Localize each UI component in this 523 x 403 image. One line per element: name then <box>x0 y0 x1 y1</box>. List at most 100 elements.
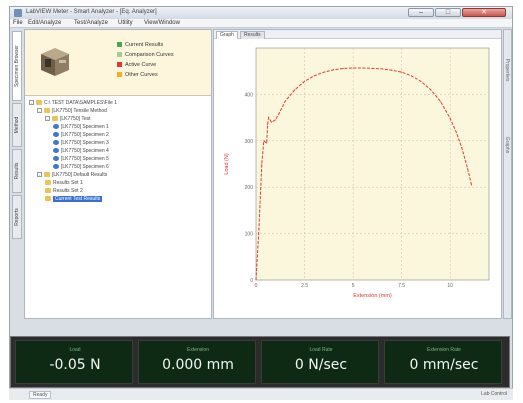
data-point <box>274 119 276 121</box>
data-point <box>449 118 451 120</box>
tree-row[interactable]: Results Set 2 <box>45 188 83 195</box>
maximize-button[interactable]: □ <box>435 8 461 17</box>
side-tab-specimen-browser[interactable]: Specimen Browser <box>12 31 22 101</box>
specimen-tree: - C:\ TEST DATA\SAMPLES\File 1- [LK7750] T… <box>25 96 211 318</box>
tree-row-label: [LK7750] Specimen 1 <box>61 124 109 130</box>
tree-row[interactable]: [LK7750] Specimen 2 <box>53 132 109 139</box>
folder-icon <box>44 108 50 114</box>
readout-load: Load -0.05 N <box>15 340 133 384</box>
specimen-icon <box>53 124 59 130</box>
app-icon <box>14 9 22 17</box>
data-point <box>333 69 335 71</box>
readout-label: Load <box>69 347 81 353</box>
legend-item-active: Active Curve <box>117 62 156 70</box>
tree-row[interactable]: [LK7750] Specimen 5 <box>53 156 109 163</box>
folder-icon <box>44 172 50 178</box>
orange-dot-icon <box>117 72 122 78</box>
tab-graph[interactable]: Graph <box>216 31 238 39</box>
minimize-button[interactable]: – <box>408 8 434 17</box>
readout-label: Extension Rate <box>427 347 461 353</box>
tree-row[interactable]: [LK7750] Specimen 3 <box>53 140 109 147</box>
side-tab-method[interactable]: Method <box>12 103 22 147</box>
status-ready-tab[interactable]: Ready <box>29 391 52 399</box>
readout-extension: Extension 0.000 mm <box>138 340 256 384</box>
side-tab-reports[interactable]: Reports <box>12 195 22 239</box>
plot-background <box>255 47 490 281</box>
tree-expander-icon[interactable]: - <box>37 108 42 114</box>
right-tab-graphs[interactable]: Graphs <box>504 120 511 170</box>
tree-row[interactable]: - [LK7750] Tensile Method <box>37 108 107 115</box>
x-tick-label: 7.5 <box>398 283 405 289</box>
legend-label: Active Curve <box>125 62 157 68</box>
data-point <box>439 100 441 102</box>
data-point <box>323 71 325 73</box>
data-point <box>258 228 260 230</box>
readout-load-rate: Load Rate 0 N/sec <box>261 340 379 384</box>
side-tab-results[interactable]: Results <box>12 149 22 193</box>
tree-row[interactable]: [LK7750] Specimen 4 <box>53 148 109 155</box>
tree-row-label: [LK7750] Test <box>60 116 91 122</box>
side-tab-label: Method <box>14 116 20 134</box>
tree-row[interactable]: - C:\ TEST DATA\SAMPLES\File 1 <box>29 100 117 107</box>
side-tab-label: Reports <box>14 208 20 226</box>
data-point <box>430 89 432 91</box>
load-curve-line <box>255 67 472 281</box>
menu-utility[interactable]: Utility <box>118 20 133 26</box>
menu-edit-analyze[interactable]: Edit/Analyze <box>28 20 62 26</box>
data-point <box>362 67 364 69</box>
y-tick-label: 100 <box>245 232 254 238</box>
data-point <box>391 69 393 71</box>
legend-item-other: Other Curves <box>117 72 158 80</box>
data-point <box>420 80 422 82</box>
specimen-icon <box>53 140 59 146</box>
test-machine-icon <box>41 48 69 76</box>
x-tick-label: 10 <box>447 283 453 289</box>
data-point <box>342 67 344 69</box>
folder-icon <box>36 100 42 106</box>
tab-results[interactable]: Results <box>240 31 265 39</box>
y-tick-label: 400 <box>245 92 254 98</box>
menu-test-analyze[interactable]: Test/Analyze <box>74 20 109 26</box>
x-axis-label: Extension (mm) <box>353 293 392 299</box>
readout-label: Extension <box>187 347 209 353</box>
status-bar: Ready Lab Control <box>9 388 513 400</box>
tree-row[interactable]: - [LK7750] Test <box>45 116 91 123</box>
data-point <box>267 124 269 126</box>
tree-row-label: [LK7750] Specimen 4 <box>61 148 109 154</box>
red-dot-icon <box>117 62 122 68</box>
data-point <box>271 121 273 123</box>
green-dot-icon <box>117 42 122 48</box>
side-tab-label: Specimen Browser <box>14 45 20 87</box>
specimen-icon <box>53 148 59 154</box>
readout-extension-rate: Extension Rate 0 mm/sec <box>384 340 502 384</box>
legend-label: Comparison Curves <box>125 52 174 58</box>
y-tick-label: 0 <box>250 278 253 284</box>
readout-value: 0 mm/sec <box>409 357 479 373</box>
data-point <box>263 140 265 142</box>
tree-row[interactable]: [LK7750] Specimen 6 <box>53 164 109 171</box>
data-point <box>455 131 457 133</box>
chart-panel: Graph Results 0 2.5 5 7.5 10 0 100 200 300 400 Ext… <box>213 29 502 319</box>
data-point <box>410 75 412 77</box>
menu-file[interactable]: File <box>13 20 23 26</box>
legend-item-comparison: Comparison Curves <box>117 52 174 60</box>
menu-view-window[interactable]: View/Window <box>144 20 180 26</box>
folder-icon <box>52 116 58 122</box>
data-point <box>401 71 403 73</box>
tree-row[interactable]: - [LK7750] Default Results <box>37 172 107 179</box>
right-tab-label: Properties <box>504 58 510 82</box>
data-point <box>372 67 373 69</box>
tree-row[interactable]: Current Test Results <box>45 196 103 203</box>
tree-row[interactable]: [LK7750] Specimen 1 <box>53 124 109 131</box>
live-readouts-panel: Load -0.05 N Extension 0.000 mm Load Rat… <box>10 336 510 388</box>
tree-row[interactable]: Results Set 1 <box>45 180 83 187</box>
right-tab-properties[interactable]: Properties <box>504 40 511 100</box>
readout-value: 0.000 mm <box>162 357 234 373</box>
data-point <box>381 68 383 70</box>
tree-expander-icon[interactable]: - <box>29 100 34 106</box>
tree-expander-icon[interactable]: - <box>37 172 42 178</box>
readout-value: 0 N/sec <box>294 357 348 373</box>
close-button[interactable]: ✕ <box>462 8 506 17</box>
tree-expander-icon[interactable]: - <box>45 116 50 122</box>
legend-item-current: Current Results <box>117 42 163 50</box>
